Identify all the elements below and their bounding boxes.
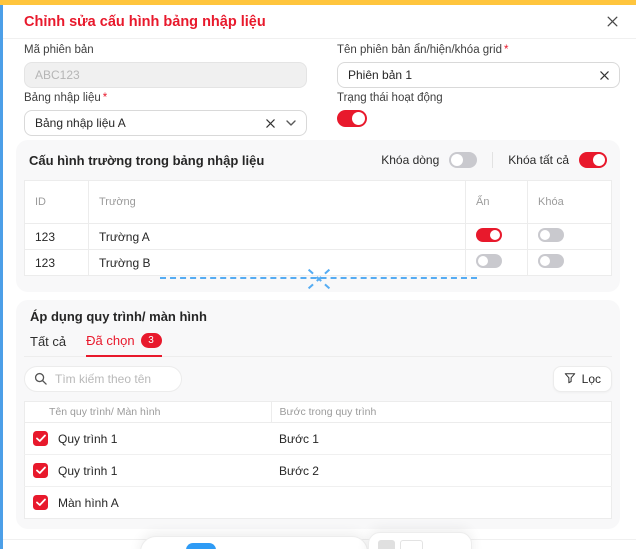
chevron-down-icon[interactable] [285,117,297,129]
lock-all-toggle[interactable] [579,152,607,168]
table-row: 123 Trường A [24,223,612,250]
tab-all[interactable]: Tất cả [30,334,67,349]
cell-id: 123 [24,249,89,276]
form-grid: Mã phiên bản Tên phiên bản ẩn/hiện/khóa … [3,39,636,136]
filter-button[interactable]: Lọc [552,366,612,392]
input-table-label: Bảng nhập liệu * [24,92,108,104]
bottom-floating-toolbar[interactable] [140,536,368,549]
field-config-table: ID Trường Ẩn Khóa 123 Trường A 123 [24,180,612,276]
clear-icon[interactable] [599,70,610,81]
active-status-toggle[interactable] [337,110,367,127]
process-table: Tên quy trình/ Màn hình Bước trong quy t… [24,401,612,519]
input-table-field: Bảng nhập liệu * [24,90,307,136]
drag-drop-indicator [160,268,477,290]
left-accent-strip [0,5,3,549]
mini-thumbnail [378,540,395,549]
cell-id: 123 [24,223,89,250]
apply-section-card: Áp dụng quy trình/ màn hình Tất cả Đã ch… [16,300,620,529]
column-header-name: Tên quy trình/ Màn hình [24,401,272,423]
active-status-field: Trạng thái hoạt động [337,90,620,136]
table-row: Quy trình 1 Bước 2 [24,454,612,487]
lock-all-label: Khóa tất cả [508,153,569,167]
modal-title: Chỉnh sửa cấu hình bảng nhập liệu [24,13,266,30]
close-icon[interactable] [604,14,620,30]
cell-field: Trường B [88,249,466,276]
filter-icon [564,372,576,387]
field-config-title: Cấu hình trường trong bảng nhập liệu [29,152,265,168]
table-header-row: ID Trường Ẩn Khóa [24,180,612,224]
cell-process-name: Quy trình 1 [58,431,118,446]
search-icon [34,372,47,390]
cell-step: Bước 2 [271,454,612,487]
clear-icon[interactable] [265,118,276,129]
tab-selected[interactable]: Đã chọn 3 [86,329,162,357]
filter-label: Lọc [581,372,601,386]
table-row: 123 Trường B [24,249,612,276]
locked-toggle[interactable] [538,228,564,242]
blue-pill-indicator [186,543,216,549]
apply-section-title: Áp dụng quy trình/ màn hình [30,309,207,324]
table-row: Màn hình A [25,487,612,519]
mini-thumbnail [400,540,423,549]
lock-row-toggle[interactable] [449,152,478,168]
column-header-field: Trường [88,180,466,224]
modal-header: Chỉnh sửa cấu hình bảng nhập liệu [3,5,636,39]
input-table-select[interactable] [24,110,307,136]
row-checkbox[interactable] [33,495,48,510]
search-box [24,366,182,392]
cell-step [271,487,611,519]
version-name-field: Tên phiên bản ẩn/hiện/khóa grid * [337,42,620,88]
version-code-field: Mã phiên bản [24,42,307,88]
locked-toggle[interactable] [538,254,564,268]
cell-field: Trường A [88,223,466,250]
column-header-id: ID [24,180,89,224]
cell-step: Bước 1 [271,422,612,455]
required-asterisk: * [102,92,108,104]
tab-bar: Tất cả Đã chọn 3 [24,329,612,357]
required-asterisk: * [503,44,509,56]
row-checkbox[interactable] [33,463,48,478]
version-code-input [24,62,307,88]
field-config-card: Cấu hình trường trong bảng nhập liệu Khó… [16,140,620,292]
bottom-floating-panel[interactable] [368,532,472,549]
cell-process-name: Màn hình A [58,495,119,510]
column-header-hidden: Ẩn [465,180,528,224]
version-code-label: Mã phiên bản [24,44,94,56]
controls-row: Lọc [24,366,612,392]
version-name-input[interactable] [337,62,620,88]
selected-count-badge: 3 [140,333,162,348]
table-row: Quy trình 1 Bước 1 [24,422,612,455]
row-checkbox[interactable] [33,431,48,446]
top-accent-strip [0,0,636,5]
divider [492,152,494,168]
hidden-toggle[interactable] [476,228,502,242]
table-header-row: Tên quy trình/ Màn hình Bước trong quy t… [24,401,612,423]
search-input[interactable] [24,366,182,392]
column-header-step: Bước trong quy trình [270,401,612,423]
column-header-locked: Khóa [527,180,612,224]
hidden-toggle[interactable] [476,254,502,268]
lock-row-label: Khóa dòng [381,153,440,167]
modal-content: Chỉnh sửa cấu hình bảng nhập liệu Mã phi… [3,5,636,549]
version-name-label: Tên phiên bản ẩn/hiện/khóa grid * [337,44,509,56]
active-status-label: Trạng thái hoạt động [337,92,443,104]
cell-process-name: Quy trình 1 [58,463,118,478]
